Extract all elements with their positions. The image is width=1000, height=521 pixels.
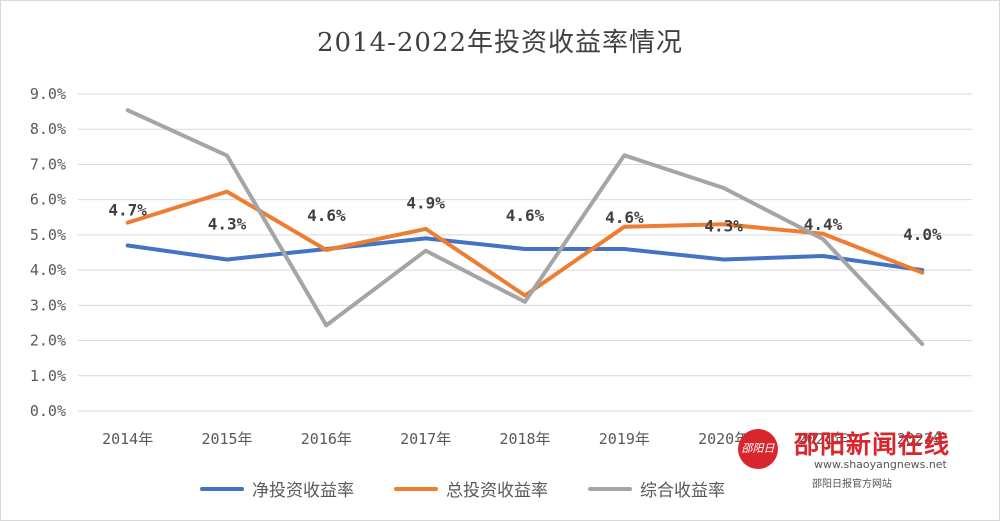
y-axis-ticks: 0.0% 1.0% 2.0% 3.0% 4.0% 5.0% 6.0% 7.0% 8.0% 9.0% xyxy=(30,85,66,420)
data-label: 4.0% xyxy=(903,225,942,244)
data-label: 4.3% xyxy=(704,217,743,236)
series-line-2 xyxy=(125,108,925,347)
legend: 净投资收益率 总投资收益率 综合收益率 xyxy=(200,476,725,501)
data-label: 4.9% xyxy=(406,193,445,212)
y-tick-label: 0.0% xyxy=(30,402,66,420)
y-tick-label: 9.0% xyxy=(30,85,66,103)
legend-swatch-total xyxy=(394,486,438,491)
x-axis-ticks: 2014年 2015年 2016年 2017年 2018年 2019年 2020年 2021年… xyxy=(102,430,948,448)
data-label: 4.7% xyxy=(108,200,147,219)
x-tick-label: 2015年 xyxy=(201,430,252,448)
watermark-url: www.shaoyangnews.net xyxy=(814,458,947,471)
x-tick-label: 2020年 xyxy=(698,430,749,448)
y-tick-label: 6.0% xyxy=(30,191,66,209)
data-label: 4.6% xyxy=(605,208,644,227)
x-tick-label: 2022年 xyxy=(897,430,948,448)
y-tick-label: 2.0% xyxy=(30,332,66,350)
y-tick-label: 5.0% xyxy=(30,226,66,244)
y-tick-label: 3.0% xyxy=(30,296,66,314)
data-label: 4.4% xyxy=(804,215,843,234)
y-tick-label: 1.0% xyxy=(30,367,66,385)
legend-swatch-comprehensive xyxy=(588,486,632,491)
data-label: 4.6% xyxy=(506,206,545,225)
x-tick-label: 2021年 xyxy=(797,430,848,448)
x-tick-label: 2019年 xyxy=(599,430,650,448)
y-tick-label: 8.0% xyxy=(30,120,66,138)
watermark: 邵阳日报 邵阳新闻在线 www.shaoyangnews.net 邵阳日报官方网… xyxy=(738,425,968,495)
legend-label-total: 总投资收益率 xyxy=(446,481,548,501)
x-tick-label: 2016年 xyxy=(301,430,352,448)
x-tick-label: 2014年 xyxy=(102,430,153,448)
x-tick-label: 2018年 xyxy=(499,430,550,448)
watermark-name: 邵阳新闻在线 xyxy=(794,430,951,459)
legend-item-net: 净投资收益率 xyxy=(200,476,354,501)
legend-swatch-net xyxy=(200,486,244,491)
data-labels: 4.7% 4.3% 4.6% 4.9% 4.6% 4.6% 4.3% 4.4% 4.0% xyxy=(108,193,942,244)
y-tick-label: 7.0% xyxy=(30,155,66,173)
legend-item-total: 总投资收益率 xyxy=(394,476,548,501)
legend-label-comprehensive: 综合收益率 xyxy=(640,481,725,501)
series-lines xyxy=(125,108,925,347)
legend-label-net: 净投资收益率 xyxy=(252,481,354,501)
y-tick-label: 4.0% xyxy=(30,261,66,279)
data-label: 4.6% xyxy=(307,206,346,225)
chart-title: 2014-2022年投资收益率情况 xyxy=(316,28,684,58)
legend-item-comprehensive: 综合收益率 xyxy=(588,476,725,501)
watermark-subtitle: 邵阳日报官方网站 xyxy=(812,479,892,490)
data-label: 4.3% xyxy=(208,215,247,234)
x-tick-label: 2017年 xyxy=(400,430,451,448)
series-line-0 xyxy=(125,236,925,273)
watermark-logo-icon: 邵阳日报 xyxy=(738,429,778,495)
